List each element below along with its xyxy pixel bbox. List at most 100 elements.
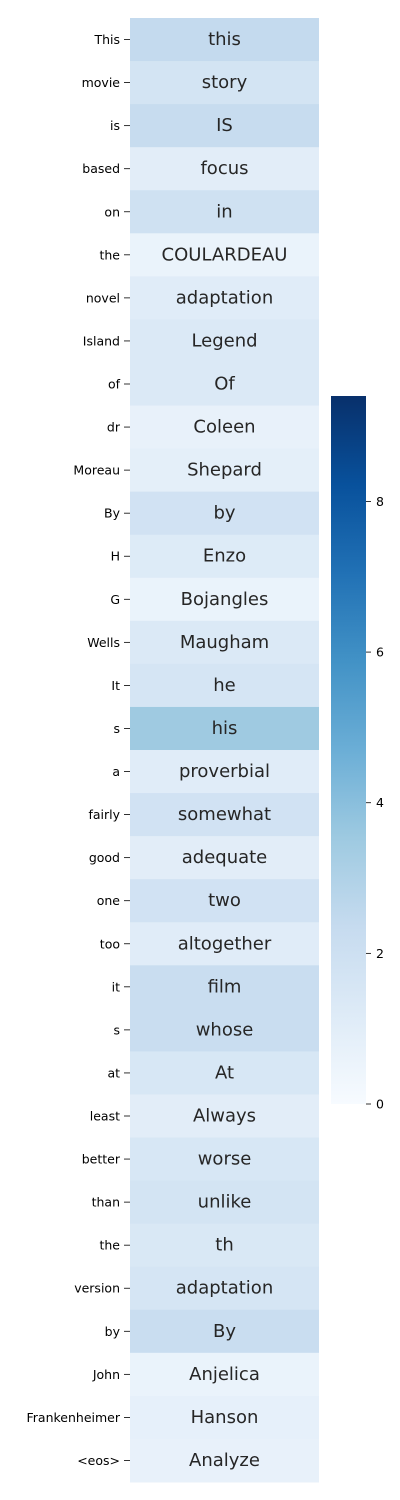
colorbar-tick-label: 8	[376, 494, 384, 509]
cell-label: Anjelica	[189, 1364, 260, 1385]
row-label: a	[112, 764, 120, 779]
colorbar-tick-label: 4	[376, 795, 384, 810]
row-labels: This movie is based on the novel Island of dr More…	[27, 32, 130, 1468]
cell-label: adaptation	[176, 1278, 273, 1299]
row-label: too	[100, 936, 120, 951]
heatmap-cell	[130, 534, 319, 579]
heatmap-cell	[130, 362, 319, 407]
heatmap-cell	[130, 1266, 319, 1311]
row-label: on	[104, 204, 120, 219]
cell-label: film	[208, 976, 242, 997]
heatmap-cell	[130, 1094, 319, 1139]
heatmap-cell	[130, 319, 319, 363]
heatmap-cell	[130, 1395, 319, 1440]
row-label: by	[105, 1324, 121, 1339]
cell-label: whose	[196, 1019, 254, 1040]
cell-label: Shepard	[187, 460, 262, 481]
row-label: John	[92, 1367, 120, 1382]
row-label: H	[111, 549, 120, 564]
heatmap-cell	[130, 965, 319, 1009]
heatmap-cell	[130, 577, 319, 622]
heatmap-cell	[130, 61, 319, 105]
cell-label: th	[215, 1235, 233, 1256]
heatmap-cell	[130, 879, 319, 923]
heatmap-cell	[130, 448, 319, 493]
heatmap-cell	[130, 190, 319, 234]
heatmap-cell	[130, 147, 319, 191]
row-label: By	[104, 506, 121, 521]
row-label: better	[82, 1152, 121, 1167]
row-label: least	[90, 1109, 120, 1124]
row-label: of	[108, 377, 121, 392]
heatmap-cell	[130, 276, 319, 320]
heatmap-cell	[130, 1309, 319, 1354]
cell-label: in	[216, 201, 232, 222]
heatmap-cell	[130, 18, 319, 62]
cell-label: Hanson	[191, 1407, 259, 1428]
heatmap-cell	[130, 1438, 319, 1483]
row-label: movie	[82, 75, 121, 90]
heatmap-cell	[130, 922, 319, 966]
cell-label: COULARDEAU	[162, 244, 288, 265]
row-label: version	[74, 1281, 120, 1296]
cell-label: his	[212, 718, 238, 739]
cell-label: he	[213, 675, 235, 696]
row-label: Moreau	[73, 463, 120, 478]
heatmap-cell	[130, 836, 319, 880]
row-label: s	[113, 721, 120, 736]
heatmap-cell	[130, 1223, 319, 1268]
row-label: good	[89, 850, 120, 865]
heatmap-cell	[130, 1352, 319, 1397]
heatmap-cell	[130, 491, 319, 536]
cell-label: Of	[214, 374, 235, 395]
cell-label: Enzo	[203, 546, 246, 567]
colorbar-tick-label: 0	[376, 1097, 384, 1112]
cell-label: Legend	[191, 330, 257, 351]
row-label: one	[97, 893, 121, 908]
cell-label: By	[213, 1321, 236, 1342]
row-label: It	[111, 678, 120, 693]
cell-label: Bojangles	[181, 589, 269, 610]
cell-label: Always	[193, 1106, 256, 1127]
row-label: G	[110, 592, 120, 607]
cell-label: story	[202, 72, 248, 93]
cell-label: focus	[200, 158, 248, 179]
cell-label: IS	[216, 115, 233, 136]
heatmap-cell	[130, 663, 319, 708]
row-label: <eos>	[77, 1453, 120, 1468]
row-label: the	[99, 247, 120, 262]
heatmap-cell	[130, 706, 319, 751]
row-label: Island	[83, 333, 120, 348]
cell-label: this	[208, 29, 241, 50]
heatmap-cell	[130, 233, 319, 277]
heatmap-cell	[130, 1137, 319, 1182]
row-label: Wells	[87, 635, 120, 650]
cell-label: somewhat	[178, 804, 271, 825]
cell-label: At	[215, 1062, 234, 1083]
colorbar-ticks: 0 2 4 6 8	[366, 494, 384, 1112]
cell-label: altogether	[178, 933, 272, 954]
cell-label: Maugham	[180, 632, 269, 653]
heatmap-cell	[130, 1008, 319, 1052]
row-label: based	[82, 161, 120, 176]
cell-label: adaptation	[176, 287, 273, 308]
row-label: dr	[107, 420, 121, 435]
row-label: This	[93, 32, 120, 47]
row-label: Frankenheimer	[27, 1410, 121, 1425]
heatmap-cell	[130, 405, 319, 450]
row-label: than	[92, 1195, 120, 1210]
heatmap-cell	[130, 1051, 319, 1095]
cell-label: proverbial	[179, 761, 270, 782]
cell-label: Coleen	[193, 417, 255, 438]
row-label: the	[99, 1238, 120, 1253]
heatmap-cell	[130, 1180, 319, 1225]
heatmap-cell	[130, 750, 319, 794]
cell-label: Analyze	[189, 1450, 260, 1471]
cell-label: worse	[198, 1149, 252, 1170]
heatmap-cell	[130, 793, 319, 837]
cell-label: unlike	[198, 1192, 252, 1213]
row-label: s	[113, 1022, 120, 1037]
colorbar-tick-label: 2	[376, 946, 384, 961]
row-label: is	[110, 118, 120, 133]
